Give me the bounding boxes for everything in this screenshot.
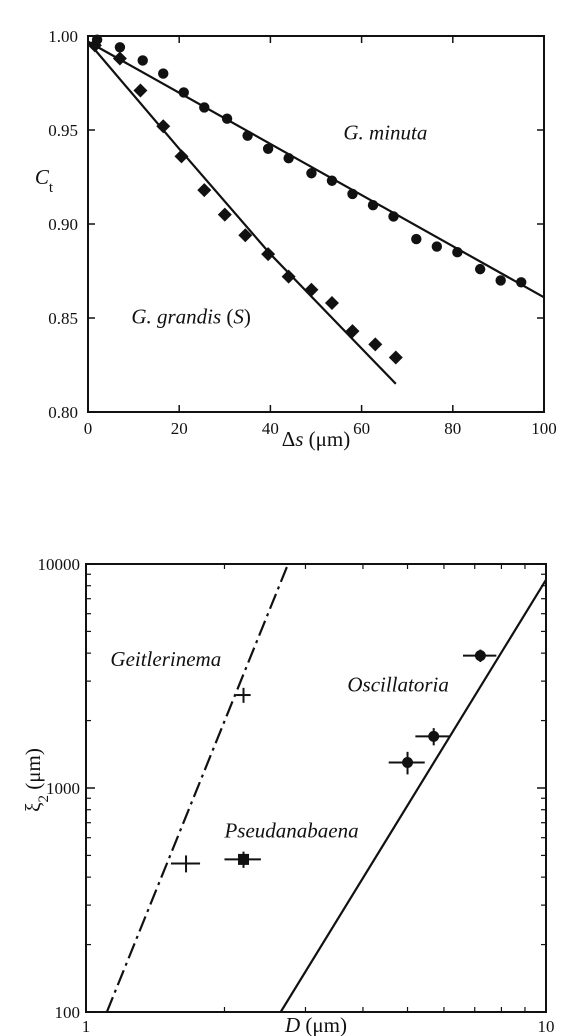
- point-g-grandis-s: [174, 149, 189, 164]
- point-oscillatoria: [474, 650, 486, 662]
- point-g-grandis-s: [304, 282, 319, 297]
- plot-frame: [87, 35, 545, 413]
- point-g-minuta: [158, 68, 169, 79]
- point-g-grandis-s: [368, 337, 383, 352]
- point-g-minuta: [388, 211, 399, 222]
- y-tick-label: 0.90: [48, 215, 78, 234]
- point-g-minuta: [137, 55, 148, 66]
- point-g-minuta: [452, 247, 463, 258]
- x-tick-label: 60: [353, 419, 370, 438]
- point-g-minuta: [242, 130, 253, 141]
- annotation-pseudanabaena: Pseudanabaena: [223, 819, 358, 843]
- y-tick-label: 10000: [38, 555, 81, 574]
- x-axis-label: D (μm): [284, 1013, 347, 1036]
- point-g-grandis-s: [112, 51, 127, 66]
- annotation-g-grandis-s: G. grandis (S): [131, 305, 251, 329]
- y-tick-label: 1000: [46, 779, 80, 798]
- y-axis-label: Ct: [35, 165, 54, 196]
- y-tick-label: 0.95: [48, 121, 78, 140]
- point-g-grandis-s: [238, 228, 253, 243]
- x-tick-label: 20: [171, 419, 188, 438]
- point-g-minuta: [474, 263, 486, 275]
- point-g-grandis-s: [388, 350, 403, 365]
- y-tick-label: 0.85: [48, 309, 78, 328]
- x-tick-label: 40: [262, 419, 279, 438]
- point-g-minuta: [516, 277, 527, 288]
- x-tick-label: 0: [84, 419, 93, 438]
- chart-xi2-vs-diameter: 1 10 100 1000 10000 Geitlerinema Oscillatoria…: [21, 555, 555, 1036]
- point-g-grandis-s: [281, 269, 296, 284]
- point-g-grandis-s: [345, 324, 360, 339]
- y-tick-label: 100: [55, 1003, 81, 1022]
- point-pseudanabaena: [238, 853, 250, 865]
- point-g-minuta: [178, 87, 189, 98]
- x-tick-label: 80: [444, 419, 461, 438]
- point-g-minuta: [221, 113, 233, 124]
- point-g-grandis-s: [133, 83, 148, 98]
- point-g-minuta: [347, 188, 358, 200]
- point-g-minuta: [367, 200, 379, 211]
- y-tick-label: 0.80: [48, 403, 78, 422]
- point-oscillatoria: [428, 730, 440, 742]
- point-oscillatoria: [402, 756, 414, 768]
- y-tick-label: 1.00: [48, 27, 78, 46]
- annotation-geitlerinema: Geitlerinema: [110, 647, 221, 671]
- x-tick-label: 100: [531, 419, 557, 438]
- point-g-minuta: [431, 241, 443, 252]
- trend-line-solid: [279, 579, 546, 1012]
- trend-line-dash-dot: [105, 564, 290, 1012]
- point-g-grandis-s: [261, 247, 276, 262]
- y-axis-label: ξ2 (μm): [21, 748, 52, 812]
- point-g-minuta: [326, 175, 338, 186]
- plot-frame: [85, 563, 547, 1013]
- x-tick-label: 10: [538, 1017, 555, 1036]
- chart-coherence-vs-displacement: 0 20 40 60 80 100 0.80 0.85 0.90 0.95 1.00 G. minu…: [35, 27, 557, 451]
- point-g-minuta: [283, 153, 294, 164]
- point-g-grandis-s: [87, 38, 102, 53]
- point-g-minuta: [495, 275, 506, 286]
- point-g-minuta: [306, 168, 317, 179]
- annotation-oscillatoria: Oscillatoria: [347, 672, 449, 696]
- point-g-minuta: [114, 42, 126, 53]
- point-g-minuta: [199, 102, 210, 113]
- annotation-g-minuta: G. minuta: [343, 120, 427, 144]
- point-g-grandis-s: [197, 183, 212, 198]
- point-g-grandis-s: [217, 207, 232, 222]
- fit-line-g-grandis-s: [87, 40, 397, 385]
- point-g-minuta: [411, 233, 422, 245]
- point-g-minuta: [262, 143, 274, 154]
- point-g-grandis-s: [324, 295, 339, 310]
- point-g-grandis-s: [156, 119, 171, 134]
- x-axis-label: Δs (μm): [282, 427, 351, 451]
- x-tick-label: 1: [82, 1017, 91, 1036]
- fit-line-g-minuta: [87, 40, 545, 299]
